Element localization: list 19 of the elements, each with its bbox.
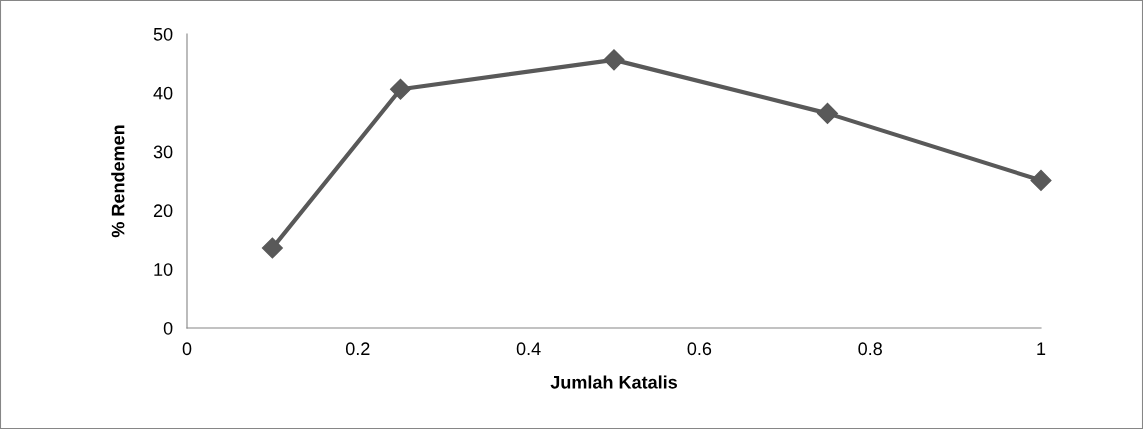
x-tick-label: 0.2 (345, 342, 370, 356)
point (816, 102, 839, 124)
point (389, 78, 412, 100)
y-tick-label: 50 (153, 27, 173, 41)
y-tick-label: 40 (153, 86, 173, 100)
x-tick-label: 0.4 (516, 342, 541, 356)
y-tick-label: 10 (154, 263, 173, 276)
x-tick-label: 0.6 (687, 342, 712, 356)
y-tick-label: 0 (163, 321, 173, 335)
x-tick-label: 0.8 (858, 342, 882, 356)
x-tick-label: 1 (1037, 342, 1046, 355)
x-tick-label: 0 (182, 342, 192, 356)
point (261, 237, 283, 259)
y-axis-title: % Rendemen (111, 125, 125, 238)
x-axis-title: Jumlah Katalis (550, 375, 677, 389)
y-tick-label: 20 (153, 204, 173, 218)
point (603, 49, 625, 71)
point (1030, 169, 1052, 191)
y-tick-label: 30 (153, 145, 173, 159)
